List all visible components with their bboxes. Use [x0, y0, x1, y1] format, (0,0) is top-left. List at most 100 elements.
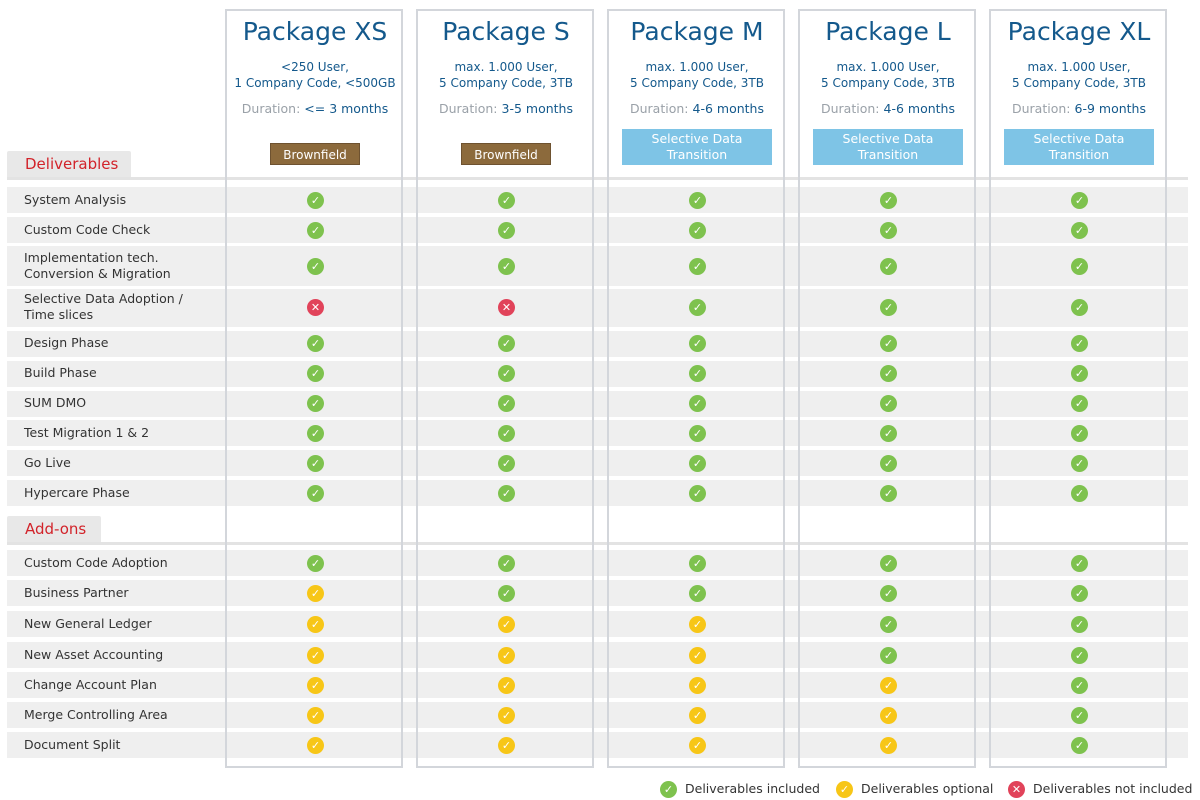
- check-circle-icon: ✓: [498, 425, 515, 442]
- table-row: [7, 246, 1188, 286]
- row-label: New General Ledger: [24, 616, 152, 631]
- row-label: Business Partner: [24, 585, 129, 600]
- check-circle-icon: ✓: [880, 455, 897, 472]
- badge-selective-data-transition: Selective Data Transition: [1004, 129, 1154, 165]
- legend-item: ✓ Deliverables optional: [836, 780, 993, 798]
- package-column: [607, 9, 785, 768]
- check-circle-icon: ✓: [880, 395, 897, 412]
- section-header-addons: Add-ons: [7, 516, 101, 543]
- x-circle-icon: ✕: [307, 299, 324, 316]
- check-circle-icon: ✓: [880, 365, 897, 382]
- table-row: [7, 187, 1188, 213]
- duration-value: 3-5 months: [501, 101, 573, 116]
- row-label: New Asset Accounting: [24, 647, 164, 662]
- row-label: Change Account Plan: [24, 677, 157, 692]
- table-row: [7, 331, 1188, 357]
- duration-value: 6-9 months: [1074, 101, 1146, 116]
- row-label: Design Phase: [24, 335, 109, 350]
- package-duration: Duration: <= 3 months: [225, 101, 405, 116]
- table-row: [7, 361, 1188, 387]
- check-circle-icon: ✓: [689, 555, 706, 572]
- check-circle-icon: ✓: [498, 222, 515, 239]
- row-label: Implementation tech. Conversion & Migrat…: [24, 250, 171, 281]
- check-circle-optional-icon: ✓: [307, 737, 324, 754]
- package-title: Package XL: [1007, 17, 1151, 46]
- table-row: [7, 672, 1188, 698]
- duration-label: Duration:: [1012, 101, 1071, 116]
- package-duration: Duration: 4-6 months: [798, 101, 978, 116]
- table-row: [7, 702, 1188, 728]
- table-row: [7, 642, 1188, 668]
- check-circle-optional-icon: ✓: [689, 616, 706, 633]
- check-circle-optional-icon: ✓: [498, 737, 515, 754]
- check-circle-icon: ✓: [498, 335, 515, 352]
- check-circle-icon: ✓: [1071, 335, 1088, 352]
- check-circle-icon: ✓: [689, 425, 706, 442]
- duration-value: 4-6 months: [692, 101, 764, 116]
- table-row: [7, 611, 1188, 637]
- check-circle-icon: ✓: [880, 335, 897, 352]
- check-circle-optional-icon: ✓: [880, 737, 897, 754]
- check-circle-icon: ✓: [1071, 485, 1088, 502]
- check-circle-icon: ✓: [660, 781, 677, 798]
- check-circle-icon: ✓: [1071, 677, 1088, 694]
- check-circle-icon: ✓: [689, 585, 706, 602]
- check-circle-icon: ✓: [498, 585, 515, 602]
- check-circle-icon: ✓: [307, 192, 324, 209]
- check-circle-icon: ✓: [880, 485, 897, 502]
- row-label: Custom Code Adoption: [24, 555, 168, 570]
- table-row: [7, 550, 1188, 576]
- table-row: [7, 480, 1188, 506]
- check-circle-icon: ✓: [1071, 425, 1088, 442]
- check-circle-icon: ✓: [498, 192, 515, 209]
- legend-label: Deliverables optional: [861, 781, 994, 796]
- table-row: [7, 580, 1188, 606]
- badge-selective-data-transition: Selective Data Transition: [813, 129, 963, 165]
- check-circle-icon: ✓: [1071, 192, 1088, 209]
- check-circle-icon: ✓: [1071, 395, 1088, 412]
- check-circle-icon: ✓: [689, 485, 706, 502]
- table-row: [7, 391, 1188, 417]
- check-circle-optional-icon: ✓: [498, 707, 515, 724]
- row-label: Go Live: [24, 455, 71, 470]
- package-specs: <250 User, 1 Company Code, <500GB: [234, 60, 396, 90]
- row-label: SUM DMO: [24, 395, 87, 410]
- check-circle-icon: ✓: [307, 555, 324, 572]
- check-circle-icon: ✓: [880, 555, 897, 572]
- package-column: [989, 9, 1167, 768]
- package-title: Package L: [825, 17, 951, 46]
- check-circle-icon: ✓: [1071, 455, 1088, 472]
- check-circle-icon: ✓: [689, 222, 706, 239]
- package-column: [416, 9, 594, 768]
- legend-item: ✕ Deliverables not included: [1008, 780, 1192, 798]
- row-label: Selective Data Adoption / Time slices: [24, 291, 183, 322]
- duration-label: Duration:: [241, 101, 301, 116]
- check-circle-optional-icon: ✓: [307, 585, 324, 602]
- row-label: Merge Controlling Area: [24, 707, 168, 722]
- check-circle-icon: ✓: [689, 365, 706, 382]
- check-circle-icon: ✓: [498, 258, 515, 275]
- duration-label: Duration:: [630, 101, 689, 116]
- duration-label: Duration:: [821, 101, 880, 116]
- check-circle-optional-icon: ✓: [498, 677, 515, 694]
- check-circle-icon: ✓: [880, 616, 897, 633]
- check-circle-optional-icon: ✓: [689, 647, 706, 664]
- check-circle-icon: ✓: [1071, 365, 1088, 382]
- check-circle-icon: ✓: [689, 299, 706, 316]
- check-circle-icon: ✓: [307, 485, 324, 502]
- check-circle-optional-icon: ✓: [307, 677, 324, 694]
- legend-label: Deliverables included: [685, 781, 820, 796]
- check-circle-optional-icon: ✓: [689, 737, 706, 754]
- package-specs: max. 1.000 User, 5 Company Code, 3TB: [1012, 60, 1146, 90]
- check-circle-icon: ✓: [880, 647, 897, 664]
- row-label: Build Phase: [24, 365, 97, 380]
- check-circle-icon: ✓: [307, 365, 324, 382]
- check-circle-icon: ✓: [880, 192, 897, 209]
- package-specs: max. 1.000 User, 5 Company Code, 3TB: [439, 60, 573, 90]
- badge-brownfield: Brownfield: [461, 143, 551, 165]
- check-circle-icon: ✓: [689, 455, 706, 472]
- legend-item: ✓ Deliverables included: [660, 780, 820, 798]
- check-circle-icon: ✓: [1071, 737, 1088, 754]
- row-label: Test Migration 1 & 2: [24, 425, 150, 440]
- duration-value: <= 3 months: [304, 101, 389, 116]
